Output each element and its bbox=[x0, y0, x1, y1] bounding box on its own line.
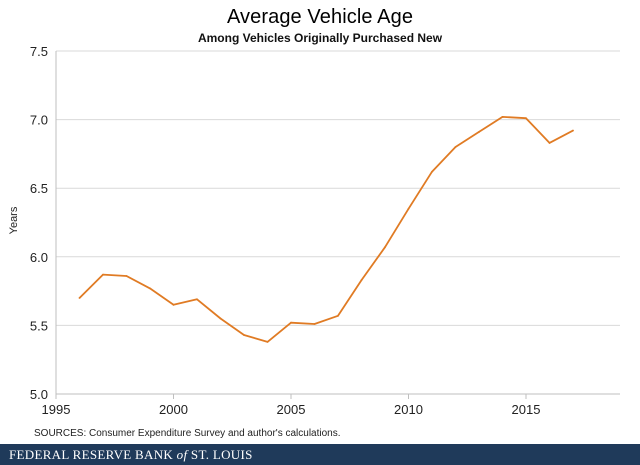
x-tick-label: 2010 bbox=[394, 402, 423, 417]
data-point bbox=[125, 275, 128, 277]
data-point bbox=[196, 298, 198, 301]
data-point bbox=[243, 334, 245, 336]
series-line bbox=[78, 116, 574, 343]
y-tick-label: 5.5 bbox=[30, 318, 48, 333]
y-tick-label: 6.0 bbox=[30, 250, 48, 265]
footer-brand: FEDERAL RESERVE BANK of ST. LOUIS bbox=[9, 447, 253, 463]
footer-brand-post: ST. LOUIS bbox=[187, 447, 253, 462]
x-tick-label: 1995 bbox=[42, 402, 71, 417]
x-tick-label: 2000 bbox=[159, 402, 188, 417]
data-point bbox=[407, 207, 410, 210]
data-point bbox=[266, 340, 269, 343]
footer-bar: FEDERAL RESERVE BANK of ST. LOUIS bbox=[0, 444, 640, 465]
data-point bbox=[102, 273, 104, 276]
data-point bbox=[290, 321, 292, 324]
y-tick-label: 6.5 bbox=[30, 181, 48, 196]
data-point bbox=[501, 115, 504, 118]
footer-brand-of: of bbox=[176, 447, 188, 462]
data-point bbox=[548, 142, 551, 144]
footer-brand-pre: FEDERAL RESERVE BANK bbox=[9, 447, 177, 462]
data-point bbox=[384, 246, 386, 249]
data-point bbox=[478, 131, 480, 133]
chart-title: Average Vehicle Age bbox=[226, 6, 414, 28]
data-point bbox=[219, 317, 222, 320]
x-tick-label: 2015 bbox=[512, 402, 541, 417]
chart-subtitle: Among Vehicles Originally Purchased New bbox=[197, 31, 443, 45]
y-axis-label: Years bbox=[8, 206, 20, 234]
data-point bbox=[78, 297, 81, 299]
data-point bbox=[313, 323, 316, 325]
y-tick-label: 5.0 bbox=[30, 387, 48, 402]
line-chart: 5.0 5.5 6.0 6.5 7.0 7.5 1995 2000 2005 2010 2015 Ye… bbox=[8, 44, 620, 417]
source-note: SOURCES: Consumer Expenditure Survey and… bbox=[34, 428, 341, 439]
x-tick-label: 2005 bbox=[277, 402, 306, 417]
data-point bbox=[337, 314, 339, 317]
data-point bbox=[454, 146, 457, 148]
data-point bbox=[572, 129, 574, 132]
data-point bbox=[172, 303, 175, 306]
data-point bbox=[149, 287, 151, 290]
data-point bbox=[360, 279, 363, 282]
data-point bbox=[431, 170, 433, 173]
data-point bbox=[525, 117, 527, 120]
y-tick-label: 7.5 bbox=[30, 44, 48, 59]
y-tick-label: 7.0 bbox=[30, 113, 48, 128]
